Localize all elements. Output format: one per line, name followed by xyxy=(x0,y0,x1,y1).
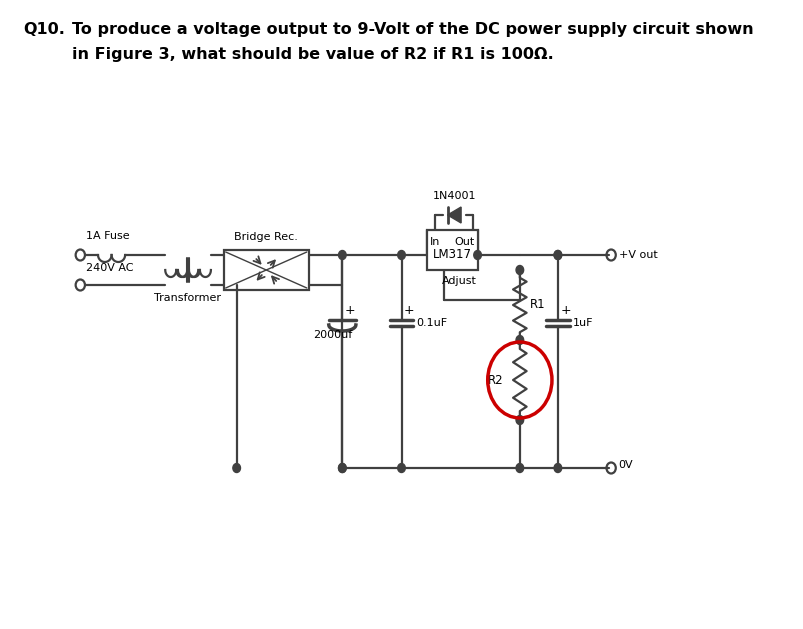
Text: 1N4001: 1N4001 xyxy=(432,191,475,201)
Circle shape xyxy=(233,464,240,472)
Polygon shape xyxy=(447,207,461,223)
Circle shape xyxy=(397,250,405,260)
Circle shape xyxy=(516,416,523,425)
Text: Q10.: Q10. xyxy=(23,22,66,37)
Circle shape xyxy=(516,265,523,274)
Text: To produce a voltage output to 9-Volt of the DC power supply circuit shown: To produce a voltage output to 9-Volt of… xyxy=(71,22,752,37)
Text: Bridge Rec.: Bridge Rec. xyxy=(234,232,298,242)
Circle shape xyxy=(553,250,561,260)
Text: In: In xyxy=(430,237,440,247)
Circle shape xyxy=(516,464,523,472)
Text: 0V: 0V xyxy=(618,460,633,470)
Circle shape xyxy=(553,464,561,472)
Text: R2: R2 xyxy=(487,374,503,386)
Text: 1uF: 1uF xyxy=(573,318,593,328)
Circle shape xyxy=(473,250,481,260)
Circle shape xyxy=(397,464,405,472)
Text: R1: R1 xyxy=(529,299,545,311)
Text: +V out: +V out xyxy=(618,250,657,260)
Circle shape xyxy=(338,464,346,472)
Text: Adjust: Adjust xyxy=(442,276,476,286)
Text: in Figure 3, what should be value of R2 if R1 is 100Ω.: in Figure 3, what should be value of R2 … xyxy=(71,47,553,62)
Circle shape xyxy=(516,335,523,345)
Text: +: + xyxy=(344,304,355,316)
Circle shape xyxy=(338,250,346,260)
Text: 2000uf: 2000uf xyxy=(312,330,352,340)
Text: 1A Fuse: 1A Fuse xyxy=(86,231,130,241)
Text: Out: Out xyxy=(454,237,474,247)
Text: +: + xyxy=(404,304,414,316)
Text: +: + xyxy=(560,304,570,316)
Circle shape xyxy=(338,464,346,472)
Bar xyxy=(224,250,308,290)
Bar xyxy=(426,230,477,270)
Text: 0.1uF: 0.1uF xyxy=(416,318,447,328)
Text: Transformer: Transformer xyxy=(154,293,221,303)
Circle shape xyxy=(553,250,561,260)
Text: 240V AC: 240V AC xyxy=(86,263,133,273)
Text: LM317: LM317 xyxy=(432,248,471,262)
